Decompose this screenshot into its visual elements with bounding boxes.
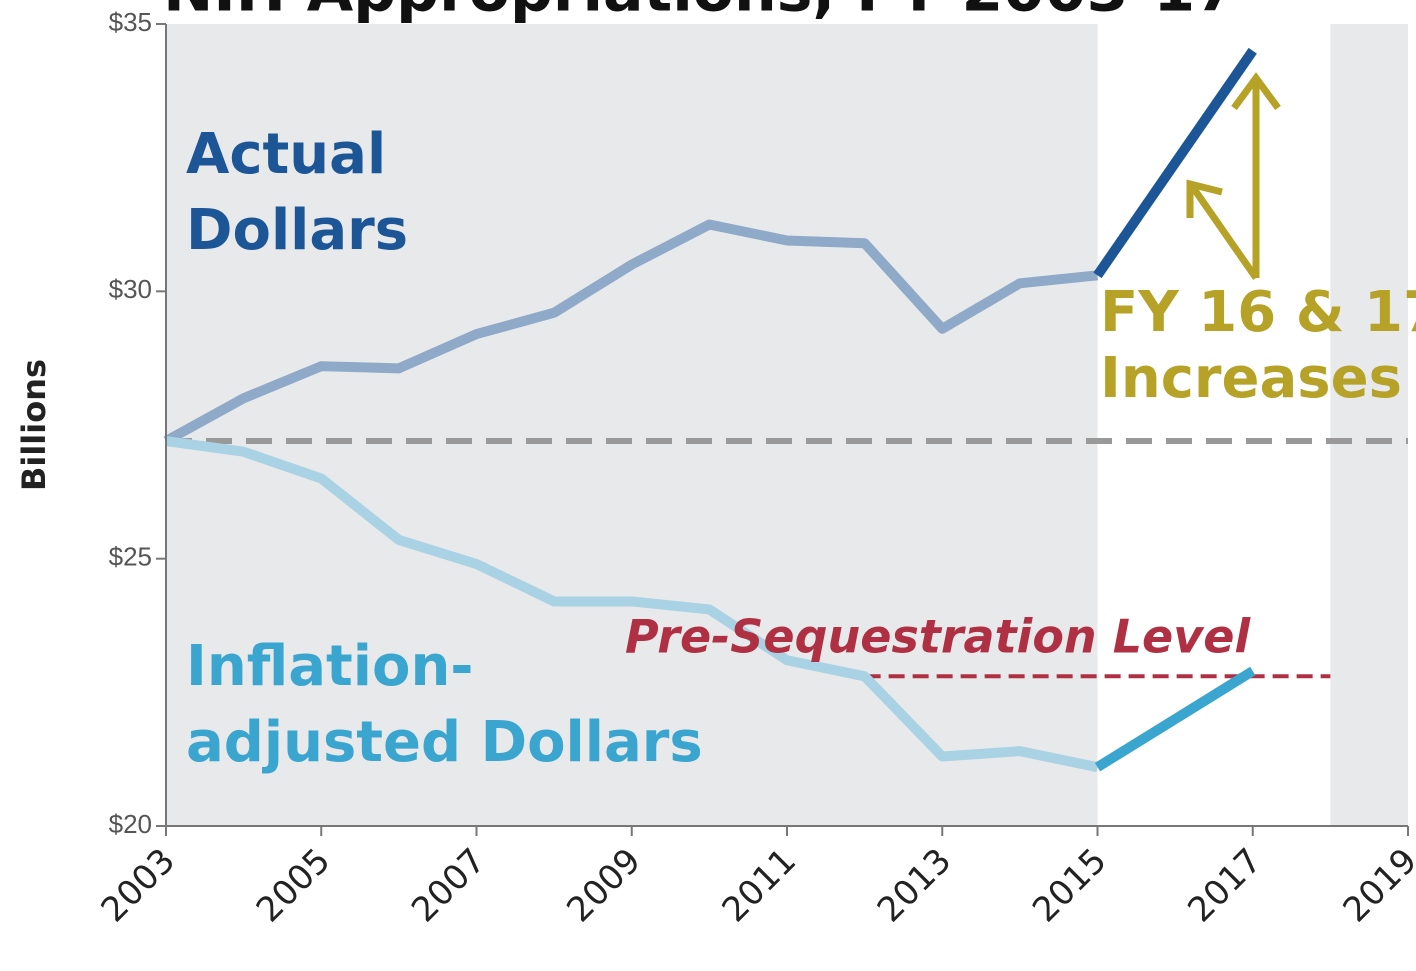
x-tick-label: 2017 [1180, 841, 1269, 930]
series-label: Actual Dollars [186, 122, 408, 263]
x-tick-label: 2007 [404, 841, 493, 930]
background [166, 24, 1408, 826]
arrow [1189, 184, 1259, 280]
x-tick-label: 2015 [1025, 841, 1114, 930]
x-tick-label: 2003 [94, 841, 183, 930]
plot [163, 47, 1408, 773]
x-tick-label: 2019 [1336, 841, 1416, 930]
series-label: Inflation-adjusted Dollars [186, 634, 703, 775]
y-tick-label: $20 [109, 809, 152, 839]
chart-title: NIH Appropriations, FY 2003-17 [163, 0, 1237, 26]
y-tick-label: $30 [109, 274, 152, 304]
y-tick-label: $35 [109, 7, 152, 37]
x-tick-label: 2011 [715, 841, 804, 930]
x-tick-label: 2005 [249, 841, 338, 930]
shaded-region [166, 24, 1098, 826]
x-tick-label: 2009 [559, 841, 648, 930]
arrow-head [1231, 72, 1281, 111]
shaded-region [1330, 24, 1408, 826]
y-tick-label: $25 [109, 542, 152, 572]
reference-label: Pre-Sequestration Level [625, 610, 1251, 664]
series-line-highlight [1093, 47, 1257, 279]
series-line [163, 219, 1099, 446]
series-line-highlight [1094, 666, 1256, 772]
annotation: FY 16 & 17 Increases [1100, 280, 1416, 411]
y-axis-label: Billions [15, 359, 53, 491]
x-tick-label: 2013 [870, 841, 959, 930]
arrows [1186, 72, 1281, 280]
series-line [165, 436, 1099, 773]
arrow-head [1186, 179, 1223, 218]
